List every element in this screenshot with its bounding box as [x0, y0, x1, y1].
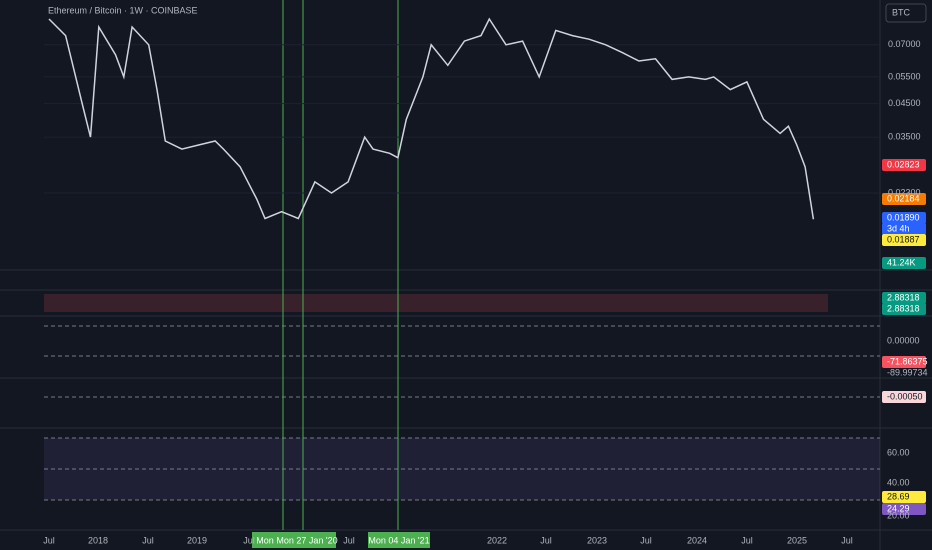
price-badge	[882, 503, 926, 515]
y-tick-label: 0.07000	[888, 39, 921, 49]
x-tick-label: Jul	[142, 535, 154, 545]
x-tick-label: 2022	[487, 535, 507, 545]
cursor-label: Mon	[256, 535, 274, 545]
price-badge-label: -71.86375	[887, 356, 928, 366]
price-badge-label: -89.99734	[887, 367, 928, 377]
currency-button[interactable]: BTC	[885, 3, 927, 23]
y-tick-label: 0.05500	[888, 71, 921, 81]
x-tick-label: 2023	[587, 535, 607, 545]
price-line	[48, 17, 815, 220]
price-badge	[882, 212, 926, 224]
price-badge-label: 0.01887	[887, 234, 920, 244]
price-badge-label: -0.00050	[887, 391, 923, 401]
x-tick-label: Jul	[343, 535, 355, 545]
cursor-lines	[282, 0, 399, 530]
price-badge	[882, 356, 926, 368]
cursor-label: Mon 04 Jan '21	[368, 535, 429, 545]
price-badge	[882, 303, 926, 315]
chart-title: Ethereum / Bitcoin · 1W · COINBASE	[48, 5, 198, 15]
price-badge-label: 0.02823	[887, 159, 920, 169]
x-tick-label: 2019	[187, 535, 207, 545]
price-badge-label: 20.00	[887, 510, 910, 520]
y-tick-label: 0.02300	[888, 187, 921, 197]
cursor-label: Mon 27 Jan '20	[276, 535, 337, 545]
x-tick-label: Jul	[43, 535, 55, 545]
price-badge-label: 3d 4h	[887, 223, 910, 233]
cursor-badge	[252, 532, 278, 548]
cursor-badge	[368, 532, 430, 548]
price-badge	[882, 391, 926, 403]
price-badge-label: 0.02184	[887, 193, 920, 203]
currency-label[interactable]: BTC	[892, 7, 911, 17]
x-tick-label: 2024	[687, 535, 707, 545]
price-badge	[882, 292, 926, 304]
y-tick-label: 0.03500	[888, 131, 921, 141]
x-tick-label: 2018	[88, 535, 108, 545]
price-badge-label: 28.69	[887, 491, 910, 501]
price-badge	[882, 223, 926, 235]
price-badge	[882, 491, 926, 503]
x-tick-label: 2025	[787, 535, 807, 545]
cursor-badge	[278, 532, 336, 548]
x-tick-label: Jul	[841, 535, 853, 545]
price-badge	[882, 234, 926, 246]
price-badge-label: 0.01890	[887, 212, 920, 222]
price-badge-label: 2.88318	[887, 303, 920, 313]
price-badge-label: 41.24K	[887, 257, 916, 267]
y-tick-label: 0.04500	[888, 98, 921, 108]
price-badge-label: 24.29	[887, 503, 910, 513]
x-tick-label: Jul	[540, 535, 552, 545]
cursor-labels: Mon Mon 27 Jan '20 Mon 04 Jan '21	[252, 532, 430, 548]
x-tick-label: Jul	[640, 535, 652, 545]
price-badge	[882, 257, 926, 269]
oscillator-band	[44, 294, 828, 312]
price-badge-label: 0.00000	[887, 335, 920, 345]
x-tick-label: Jul	[243, 535, 255, 545]
price-badge	[882, 159, 926, 171]
price-badge	[882, 193, 926, 205]
price-badge-label: 2.88318	[887, 292, 920, 302]
price-badge-label: 40.00	[887, 477, 910, 487]
x-tick-label: Jul	[741, 535, 753, 545]
price-badge-label: 60.00	[887, 447, 910, 457]
